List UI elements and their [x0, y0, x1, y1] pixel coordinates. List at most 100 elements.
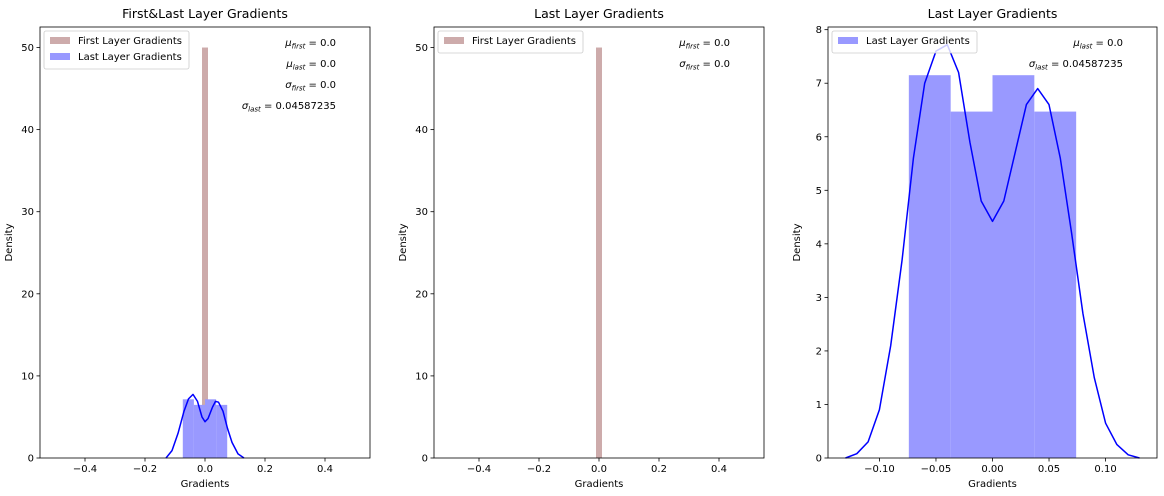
stat-value: = 0.04587235	[261, 101, 336, 112]
bar-last-1	[950, 111, 993, 459]
x-tick-label: −0.4	[73, 464, 97, 475]
x-axis-label: Gradients	[575, 479, 624, 490]
x-tick-label: 0.2	[651, 464, 667, 475]
chart-3: Last Layer Gradients −0.10 −0.05 0.00 0.05 0.…	[792, 6, 1158, 490]
stat-value: = 0.0	[699, 59, 730, 70]
stat-annotation: μlast = 0.0	[1072, 38, 1123, 51]
x-tick-label: 0.05	[1038, 464, 1060, 475]
x-tick-label: −0.2	[527, 464, 551, 475]
stat-symbol: σ	[285, 80, 292, 91]
stat-annotation: μlast = 0.0	[285, 59, 336, 72]
stat-subscript: first	[686, 64, 700, 72]
x-tick-label: 0.00	[981, 464, 1003, 475]
stat-value: = 0.0	[1092, 38, 1123, 49]
bar-last-2	[205, 399, 217, 458]
kde-line-last	[165, 393, 245, 459]
bar-last-3	[216, 404, 228, 458]
y-tick-label: 40	[415, 125, 428, 136]
stat-symbol: μ	[284, 38, 291, 49]
stat-symbol: σ	[1029, 59, 1036, 70]
legend-swatch	[50, 37, 70, 44]
x-axis-label: Gradients	[968, 479, 1017, 490]
stat-subscript: last	[1080, 43, 1093, 51]
y-axis-label: Density	[398, 223, 409, 261]
stat-symbol: σ	[242, 101, 249, 112]
stat-symbol: μ	[285, 59, 292, 70]
legend-box	[437, 30, 584, 54]
legend-swatch	[838, 37, 858, 44]
chart-2: Last Layer Gradients −0.4 −0.2 0.0 0.2 0.4 0 10…	[398, 6, 765, 490]
stat-symbol: σ	[679, 59, 686, 70]
y-tick-label: 2	[816, 346, 822, 357]
stat-subscript: first	[292, 43, 306, 51]
stat-annotation: σfirst = 0.0	[679, 59, 730, 72]
y-tick-label: 8	[816, 25, 822, 36]
legend-label: First Layer Gradients	[78, 36, 182, 47]
y-tick-label: 4	[816, 239, 822, 250]
stat-subscript: last	[1035, 64, 1048, 72]
stat-value: = 0.0	[305, 59, 336, 70]
bar-last-0	[182, 399, 194, 458]
stat-symbol: μ	[1072, 38, 1079, 49]
stat-symbol: μ	[678, 38, 685, 49]
stat-annotation: σlast = 0.04587235	[1029, 59, 1123, 72]
y-tick-label: 0	[816, 454, 822, 465]
x-tick-label: 0.10	[1094, 464, 1116, 475]
y-axis-label: Density	[4, 223, 15, 261]
y-tick-label: 30	[415, 207, 428, 218]
legend: First Layer Gradients Last Layer Gradient…	[43, 30, 190, 70]
legend: Last Layer Gradients	[831, 30, 978, 54]
stat-value: = 0.0	[305, 80, 336, 91]
stat-value: = 0.04587235	[1048, 59, 1123, 70]
chart-title: Last Layer Gradients	[534, 6, 664, 21]
y-tick-label: 0	[28, 454, 34, 465]
legend-box	[831, 30, 978, 54]
x-tick-label: −0.2	[133, 464, 157, 475]
stat-annotation: σfirst = 0.0	[285, 80, 336, 93]
bar-last-0	[908, 75, 951, 458]
y-tick-label: 50	[21, 43, 34, 54]
x-tick-label: 0.0	[197, 464, 213, 475]
x-axis-label: Gradients	[181, 479, 230, 490]
stat-annotation: μfirst = 0.0	[284, 38, 336, 51]
x-tick-label: 0.4	[711, 464, 727, 475]
y-tick-label: 0	[422, 454, 428, 465]
legend-label: Last Layer Gradients	[78, 52, 182, 63]
bar-last-3	[1034, 111, 1077, 459]
y-tick-label: 40	[21, 125, 34, 136]
stat-annotation: μfirst = 0.0	[678, 38, 730, 51]
chart-title: Last Layer Gradients	[928, 6, 1058, 21]
legend-swatch	[444, 37, 464, 44]
chart-title: First&Last Layer Gradients	[122, 6, 288, 21]
y-tick-label: 1	[816, 400, 822, 411]
kde-line-last	[845, 43, 1140, 459]
x-tick-label: 0.0	[591, 464, 607, 475]
y-tick-label: 20	[415, 289, 428, 300]
y-tick-label: 10	[21, 371, 34, 382]
y-tick-label: 50	[415, 43, 428, 54]
y-tick-label: 3	[816, 293, 822, 304]
bar-last-1	[193, 404, 205, 458]
stat-annotation: σlast = 0.04587235	[242, 101, 336, 114]
x-tick-label: −0.05	[921, 464, 952, 475]
stat-subscript: last	[293, 64, 306, 72]
legend-box	[43, 30, 190, 70]
x-tick-label: −0.4	[467, 464, 491, 475]
y-tick-label: 7	[816, 79, 822, 90]
y-tick-label: 10	[415, 371, 428, 382]
y-tick-label: 5	[816, 186, 822, 197]
bar-last-2	[992, 75, 1035, 458]
bar-first-0	[596, 47, 602, 459]
legend-label: Last Layer Gradients	[866, 36, 970, 47]
y-tick-label: 6	[816, 132, 822, 143]
stat-value: = 0.0	[699, 38, 730, 49]
stat-subscript: first	[292, 85, 306, 93]
chart-1: First&Last Layer Gradients −0.4 −0.2 0.0 0.2…	[4, 6, 371, 490]
x-tick-label: −0.10	[864, 464, 895, 475]
stat-subscript: last	[248, 106, 261, 114]
y-tick-label: 30	[21, 207, 34, 218]
legend: First Layer Gradients	[437, 30, 584, 54]
bar-first-0	[202, 47, 208, 459]
stat-subscript: first	[686, 43, 700, 51]
y-axis-label: Density	[792, 223, 803, 261]
